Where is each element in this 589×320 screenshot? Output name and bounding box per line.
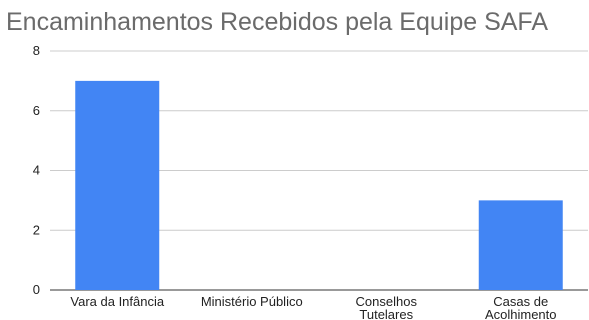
y-tick-label: 2 [33, 222, 40, 237]
y-tick-label: 4 [33, 163, 40, 178]
x-tick-label: Vara da Infância [70, 294, 164, 309]
y-tick-label: 6 [33, 103, 40, 118]
y-tick-label: 8 [33, 43, 40, 58]
bar [75, 80, 160, 290]
bar [478, 200, 563, 290]
x-tick-label: Tutelares [359, 307, 413, 320]
x-tick-label: Conselhos [356, 294, 418, 309]
x-tick-label: Acolhimento [485, 307, 557, 320]
y-tick-label: 0 [33, 282, 40, 297]
chart-title: Encaminhamentos Recebidos pela Equipe SA… [6, 8, 548, 36]
x-tick-label: Ministério Público [201, 294, 303, 309]
x-tick-label: Casas de [493, 294, 548, 309]
